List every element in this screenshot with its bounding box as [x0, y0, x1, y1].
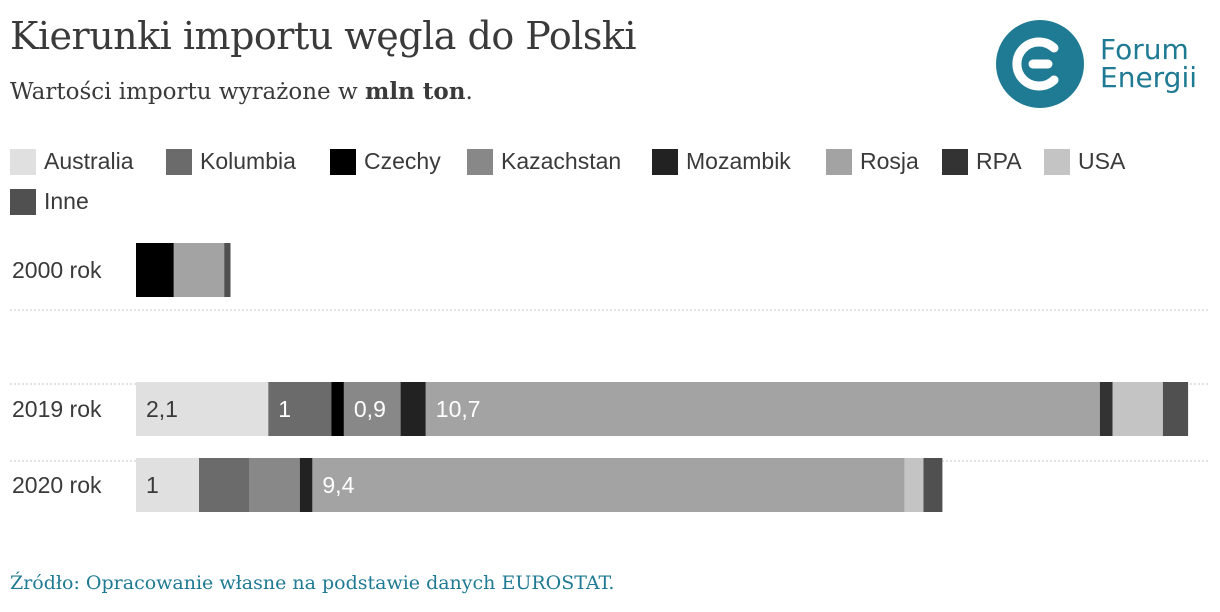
data-label-2019-rok-kolumbia: 1: [278, 396, 291, 422]
bar-2019-rok-rosja[interactable]: [425, 382, 1100, 436]
category-label-2019-rok: 2019 rok: [12, 396, 102, 422]
legend-item-inne[interactable]: Inne: [10, 188, 89, 215]
forum-energii-logo-icon: [996, 20, 1084, 108]
legend-item-kolumbia[interactable]: Kolumbia: [166, 148, 296, 175]
bar-2019-rok-usa[interactable]: [1112, 382, 1163, 436]
logo-line-2: Energii: [1100, 61, 1198, 94]
legend-label-australia: Australia: [44, 148, 134, 174]
bar-2019-rok-mozambik[interactable]: [400, 382, 426, 436]
subtitle-prefix: Wartości importu wyrażone w: [10, 79, 365, 105]
legend-item-kazachstan[interactable]: Kazachstan: [467, 148, 621, 175]
category-label-2020-rok: 2020 rok: [12, 472, 102, 498]
bar-2020-rok-usa[interactable]: [904, 458, 924, 512]
bar-2019-rok-rpa[interactable]: [1099, 382, 1113, 436]
legend-item-rosja[interactable]: Rosja: [826, 148, 919, 175]
bar-2020-rok-inne[interactable]: [923, 458, 943, 512]
bar-2019-rok-kazachstan[interactable]: [343, 382, 401, 436]
legend-item-australia[interactable]: Australia: [10, 148, 133, 175]
bar-2019-rok-australia[interactable]: [136, 382, 269, 436]
legend-label-usa: USA: [1078, 148, 1126, 174]
bar-2020-rok-australia[interactable]: [136, 458, 199, 512]
subtitle-unit: mln ton: [364, 78, 466, 105]
data-label-2020-rok-australia: 1: [146, 472, 159, 498]
bar-2020-rok-rosja[interactable]: [312, 458, 905, 512]
legend-label-rpa: RPA: [976, 148, 1022, 174]
legend-label-mozambik: Mozambik: [686, 148, 791, 174]
legend-label-kolumbia: Kolumbia: [200, 148, 296, 174]
legend-swatch-inne: [10, 188, 36, 215]
legend-label-inne: Inne: [44, 188, 89, 214]
legend-label-rosja: Rosja: [860, 148, 919, 174]
data-label-2019-rok-australia: 2,1: [146, 396, 178, 422]
legend-item-czechy[interactable]: Czechy: [330, 148, 441, 175]
legend-swatch-rosja: [826, 148, 852, 175]
subtitle-suffix: .: [465, 79, 473, 105]
legend-label-czechy: Czechy: [364, 148, 441, 174]
data-label-2019-rok-kazachstan: 0,9: [354, 396, 386, 422]
forum-energii-logo[interactable]: Forum Energii: [996, 18, 1212, 110]
legend-swatch-usa: [1044, 148, 1070, 175]
bar-2000-rok-rosja[interactable]: [173, 243, 225, 297]
data-label-2019-rok-rosja: 10,7: [436, 396, 481, 422]
legend-item-usa[interactable]: USA: [1044, 148, 1125, 175]
logo-wordmark: Forum Energii: [1100, 36, 1197, 92]
bar-2020-rok-kolumbia[interactable]: [199, 458, 250, 512]
bar-2020-rok-mozambik[interactable]: [299, 458, 313, 512]
bar-2000-rok-inne[interactable]: [224, 243, 231, 297]
bar-2019-rok-inne[interactable]: [1162, 382, 1189, 436]
chart-subtitle: Wartości importu wyrażone w mln ton.: [10, 78, 473, 105]
chart-title: Kierunki importu węgla do Polski: [10, 14, 637, 58]
bar-2020-rok-kazachstan[interactable]: [249, 458, 300, 512]
bar-2019-rok-czechy[interactable]: [331, 382, 344, 436]
stacked-bar-chart: 2000 rok 2019 rok 2,1 1 0,9 10,7 2020 rok 1 9,4: [10, 243, 1208, 512]
legend-swatch-kazachstan: [467, 148, 493, 175]
legend-swatch-mozambik: [652, 148, 678, 175]
legend-swatch-australia: [10, 148, 36, 175]
category-label-2000-rok: 2000 rok: [12, 257, 102, 283]
bar-2019-rok-kolumbia[interactable]: [268, 382, 332, 436]
legend-item-mozambik[interactable]: Mozambik: [652, 148, 791, 175]
data-label-2020-rok-rosja: 9,4: [322, 472, 354, 498]
legend-label-kazachstan: Kazachstan: [501, 148, 622, 174]
legend-swatch-czechy: [330, 148, 356, 175]
legend-swatch-rpa: [942, 148, 968, 175]
logo-line-1: Forum: [1100, 33, 1189, 66]
legend-item-rpa[interactable]: RPA: [942, 148, 1022, 175]
legend-swatch-kolumbia: [166, 148, 192, 175]
source-note: Źródło: Opracowanie własne na podstawie …: [10, 572, 615, 594]
bar-2000-rok-czechy[interactable]: [136, 243, 174, 297]
